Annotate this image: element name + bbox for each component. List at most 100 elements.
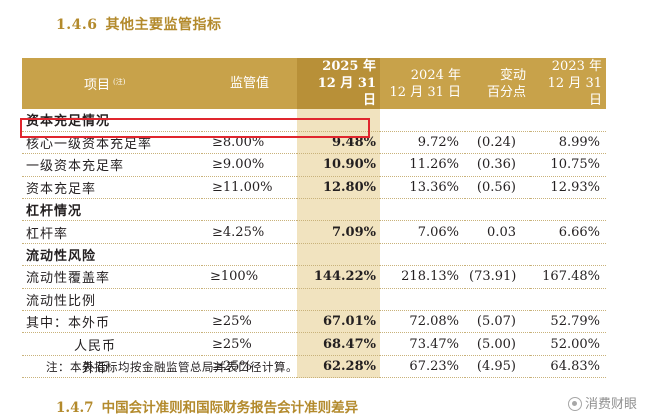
regulatory-value: ≥4.25% bbox=[202, 220, 297, 244]
row-label: 一级资本充足率 bbox=[22, 153, 202, 177]
change-points: (5.00) bbox=[465, 332, 530, 356]
watermark-text: 消费财眼 bbox=[584, 397, 637, 412]
change-points bbox=[465, 109, 530, 132]
section-number: 1.4.6 bbox=[56, 17, 98, 33]
value-2025 bbox=[297, 243, 380, 267]
row-label: 核心一级资本充足率 bbox=[22, 131, 202, 155]
header-2023-year: 2023 年 bbox=[551, 59, 602, 74]
section-heading: 1.4.6 其他主要监管指标 bbox=[56, 14, 221, 34]
regulatory-value: ≥25% bbox=[202, 310, 297, 334]
header-regulatory: 监管值 bbox=[202, 58, 297, 109]
row-label: 资本充足率 bbox=[22, 176, 202, 200]
value-2023 bbox=[530, 288, 606, 312]
table-group-row: 杠杆情况 bbox=[22, 198, 606, 222]
value-2025 bbox=[297, 198, 380, 222]
table-row: 其中：本外币 ≥25% 67.01% 72.08% (5.07) 52.79% bbox=[22, 310, 606, 334]
value-2024 bbox=[380, 109, 465, 132]
table-row: 一级资本充足率 ≥9.00% 10.90% 11.26% (0.36) 10.75% bbox=[22, 153, 606, 177]
regulatory-value: ≥9.00% bbox=[202, 153, 297, 177]
table-group-row: 资本充足情况 bbox=[22, 109, 606, 132]
value-2024: 72.08% bbox=[380, 310, 465, 334]
regulatory-value bbox=[202, 109, 297, 132]
regulatory-value: ≥100% bbox=[202, 265, 297, 289]
change-points: (0.56) bbox=[465, 176, 530, 200]
header-change: 变动 百分点 bbox=[465, 58, 530, 109]
value-2024: 13.36% bbox=[380, 176, 465, 200]
row-label: 流动性覆盖率 bbox=[22, 265, 202, 289]
value-2023: 8.99% bbox=[530, 131, 606, 155]
watermark-logo-icon bbox=[567, 397, 582, 411]
regulatory-value: ≥25% bbox=[202, 355, 297, 379]
change-points: (0.24) bbox=[465, 131, 530, 155]
value-2025: 62.28% bbox=[297, 355, 380, 379]
section-title: 其他主要监管指标 bbox=[105, 17, 222, 33]
header-item-label: 项目 bbox=[84, 77, 111, 93]
next-section-title: 中国会计准则和国际财务报告会计准则差异 bbox=[101, 400, 359, 416]
change-points bbox=[465, 243, 530, 267]
value-2024: 9.72% bbox=[380, 131, 465, 155]
table-row: 流动性覆盖率 ≥100% 144.22% 218.13% (73.91) 167.48% bbox=[22, 265, 606, 289]
value-2025: 9.48% bbox=[297, 131, 380, 155]
row-label: 流动性比例 bbox=[22, 288, 202, 312]
table-row: 资本充足率 ≥11.00% 12.80% 13.36% (0.56) 12.93% bbox=[22, 176, 606, 200]
row-label: 其中：本外币 bbox=[22, 310, 202, 334]
value-2025: 68.47% bbox=[297, 332, 380, 356]
change-points bbox=[465, 288, 530, 312]
regulatory-value: ≥11.00% bbox=[202, 176, 297, 200]
value-2024: 11.26% bbox=[380, 153, 465, 177]
table-row: 核心一级资本充足率 ≥8.00% 9.48% 9.72% (0.24) 8.99% bbox=[22, 131, 606, 155]
next-section-number: 1.4.7 bbox=[56, 400, 94, 416]
regulatory-value bbox=[202, 198, 297, 222]
value-2024: 67.23% bbox=[380, 355, 465, 379]
value-2024 bbox=[380, 288, 465, 312]
table-row: 流动性比例 bbox=[22, 288, 606, 312]
row-label: 外币 bbox=[22, 355, 202, 379]
value-2025 bbox=[297, 288, 380, 312]
change-points: (4.95) bbox=[465, 355, 530, 379]
value-2023 bbox=[530, 243, 606, 267]
row-label: 资本充足情况 bbox=[22, 109, 202, 132]
value-2025: 67.01% bbox=[297, 310, 380, 334]
regulatory-value bbox=[202, 243, 297, 267]
value-2025: 12.80% bbox=[297, 176, 380, 200]
value-2023: 52.79% bbox=[530, 310, 606, 334]
value-2023: 167.48% bbox=[530, 265, 606, 289]
value-2025: 7.09% bbox=[297, 220, 380, 244]
header-2024-date: 12 月 31 日 bbox=[389, 84, 461, 100]
value-2023: 6.66% bbox=[530, 220, 606, 244]
table-row: 人民币 ≥25% 68.47% 73.47% (5.00) 52.00% bbox=[22, 332, 606, 356]
value-2023 bbox=[530, 109, 606, 132]
value-2023: 64.83% bbox=[530, 355, 606, 379]
row-label: 杠杆率 bbox=[22, 220, 202, 244]
row-label: 流动性风险 bbox=[22, 243, 202, 267]
table-row: 外币 ≥25% 62.28% 67.23% (4.95) 64.83% bbox=[22, 355, 606, 379]
regulatory-value bbox=[202, 288, 297, 312]
table-header-row: 项目 (注) 监管值 2025 年 12 月 31 日 2024 年 12 月 31 … bbox=[22, 58, 606, 109]
header-2024: 2024 年 12 月 31 日 bbox=[380, 58, 465, 109]
value-2023 bbox=[530, 198, 606, 222]
header-2025-year: 2025 年 bbox=[322, 59, 376, 74]
value-2023: 52.00% bbox=[530, 332, 606, 356]
table-body: 资本充足情况 核心一级资本充足率 ≥8.00% 9.48% 9.72% (0.24) 8.9… bbox=[22, 109, 606, 379]
table-group-row: 流动性风险 bbox=[22, 243, 606, 267]
value-2024 bbox=[380, 198, 465, 222]
row-label: 杠杆情况 bbox=[22, 198, 202, 222]
value-2025: 144.22% bbox=[297, 265, 380, 289]
change-points: (5.07) bbox=[465, 310, 530, 334]
regulatory-indicators-table: 项目 (注) 监管值 2025 年 12 月 31 日 2024 年 12 月 31 … bbox=[22, 58, 606, 379]
table-row: 杠杆率 ≥4.25% 7.09% 7.06% 0.03 6.66% bbox=[22, 220, 606, 244]
header-item-note: (注) bbox=[113, 77, 126, 86]
value-2024: 7.06% bbox=[380, 220, 465, 244]
header-2023: 2023 年 12 月 31 日 bbox=[530, 58, 606, 109]
watermark: 消费财眼 bbox=[567, 393, 637, 412]
header-2025-date: 12 月 31 日 bbox=[317, 76, 376, 108]
header-item: 项目 (注) bbox=[22, 58, 202, 109]
value-2023: 12.93% bbox=[530, 176, 606, 200]
row-label: 人民币 bbox=[22, 332, 202, 356]
change-points: (0.36) bbox=[465, 153, 530, 177]
value-2024: 73.47% bbox=[380, 332, 465, 356]
change-points: (73.91) bbox=[465, 265, 530, 289]
value-2023: 10.75% bbox=[530, 153, 606, 177]
header-2024-year: 2024 年 bbox=[410, 67, 461, 83]
header-change-line2: 百分点 bbox=[486, 84, 526, 100]
